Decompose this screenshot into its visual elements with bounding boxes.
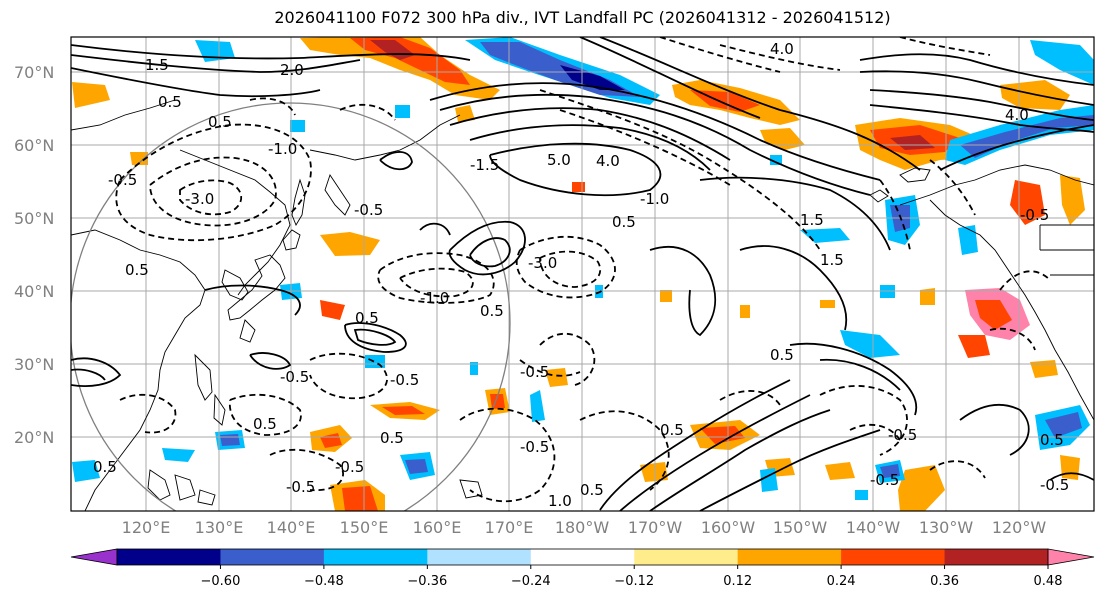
contour-label: -0.5 (335, 458, 364, 476)
lon-label: 130°W (919, 518, 974, 537)
lon-label: 170°E (485, 518, 534, 537)
contour-label: 1.5 (800, 211, 824, 229)
contour-label: 0.5 (355, 309, 379, 327)
contour-label: 0.5 (480, 302, 504, 320)
contour-label: -0.5 (286, 478, 315, 496)
colorbar-extend-low (70, 548, 118, 566)
lat-label: 70°N (14, 63, 54, 82)
lon-label: 150°W (773, 518, 828, 537)
lat-label: 50°N (14, 209, 54, 228)
shaded-regions (72, 37, 1094, 511)
contour-label: -3.0 (528, 254, 557, 272)
contour-label: 0.5 (660, 421, 684, 439)
colorbar-tick-label: −0.24 (511, 574, 551, 589)
colorbar-segment (220, 549, 325, 565)
contour-label: 2.0 (280, 61, 304, 79)
radius-circle (71, 102, 511, 511)
colorbar-segment (634, 549, 739, 565)
colorbar-tick-label: 0.36 (930, 574, 959, 589)
map-title: 2026041100 F072 300 hPa div., IVT Landfa… (274, 8, 891, 27)
contour-label: -1.0 (420, 289, 449, 307)
contour-label: 0.5 (158, 93, 182, 111)
contour-label: 0.5 (612, 213, 636, 231)
contour-label: 1.0 (548, 492, 572, 510)
colorbar-segment (427, 549, 532, 565)
contour-label: 0.5 (208, 113, 232, 131)
colorbar-tick-label: 0.24 (827, 574, 856, 589)
lon-label: 120°E (122, 518, 171, 537)
lon-label: 160°E (413, 518, 462, 537)
colorbar-tick-label: 0.48 (1034, 574, 1063, 589)
contour-label: -0.5 (888, 426, 917, 444)
contour-label: -1.0 (268, 140, 297, 158)
colorbar-segment (323, 549, 428, 565)
lat-label: 60°N (14, 136, 54, 155)
lon-label: 170°W (628, 518, 683, 537)
contour-label: -0.5 (280, 368, 309, 386)
colorbar-segment (944, 549, 1049, 565)
latitude-labels: 70°N 60°N 50°N 40°N 30°N 20°N (14, 63, 54, 447)
colorbar-tick-label: −0.12 (614, 574, 654, 589)
lon-label: 130°E (195, 518, 244, 537)
longitude-labels: 120°E 130°E 140°E 150°E 160°E 170°E 180°… (122, 518, 1047, 537)
contour-label: 0.5 (380, 429, 404, 447)
contour-label: -0.5 (870, 471, 899, 489)
lon-label: 140°E (267, 518, 316, 537)
colorbar-segment (530, 549, 635, 565)
contour-label: -0.5 (1020, 206, 1049, 224)
colorbar-segment (737, 549, 842, 565)
contour-label: 1.5 (820, 251, 844, 269)
contour-label: -1.5 (470, 156, 499, 174)
lon-label: 160°W (701, 518, 756, 537)
contour-label: 4.0 (596, 152, 620, 170)
colorbar-extend-high (1047, 548, 1095, 566)
lat-label: 20°N (14, 428, 54, 447)
contour-label: 0.5 (93, 458, 117, 476)
lon-label: 180°W (555, 518, 610, 537)
contour-label: -3.0 (185, 190, 214, 208)
lon-label: 150°E (340, 518, 389, 537)
positive-divergence-contours (71, 37, 1094, 511)
lat-label: 40°N (14, 282, 54, 301)
map-content: 0.5 0.5 1.5 2.0 4.0 -1.5 5.0 4.0 -1.0 0.… (71, 37, 1094, 511)
lat-label: 30°N (14, 355, 54, 374)
colorbar: −0.60 −0.48 −0.36 −0.24 −0.12 0.12 0.24 0.36 0.4… (70, 548, 1095, 589)
contour-label: 1.5 (145, 56, 169, 74)
colorbar-tick-label: −0.36 (407, 574, 447, 589)
colorbar-frame (116, 548, 1049, 566)
colorbar-segment (117, 549, 221, 565)
contour-label: 0.5 (580, 481, 604, 499)
colorbar-tick-label: −0.60 (201, 574, 241, 589)
negative-divergence-contours (115, 37, 1051, 503)
contour-labels: 0.5 0.5 1.5 2.0 4.0 -1.5 5.0 4.0 -1.0 0.… (93, 40, 1069, 510)
contour-label: -0.5 (520, 363, 549, 381)
contour-label: 0.5 (125, 261, 149, 279)
contour-label: -1.0 (640, 190, 669, 208)
gridlines (71, 37, 1094, 511)
colorbar-segment (841, 549, 946, 565)
lon-label: 140°W (846, 518, 901, 537)
contour-label: 4.0 (770, 40, 794, 58)
contour-label: 4.0 (1005, 106, 1029, 124)
contour-label: 0.5 (253, 415, 277, 433)
contour-label: -0.5 (1040, 476, 1069, 494)
contour-label: -0.5 (520, 438, 549, 456)
contour-label: -0.5 (390, 371, 419, 389)
lon-label: 120°W (992, 518, 1047, 537)
contour-label: 0.5 (1040, 431, 1064, 449)
contour-label: -0.5 (354, 201, 383, 219)
contour-label: 5.0 (547, 151, 571, 169)
colorbar-tick-label: −0.48 (304, 574, 344, 589)
contour-label: -0.5 (108, 171, 137, 189)
colorbar-tick-label: 0.12 (723, 574, 752, 589)
map-border (70, 36, 1095, 512)
contour-label: 0.5 (770, 346, 794, 364)
